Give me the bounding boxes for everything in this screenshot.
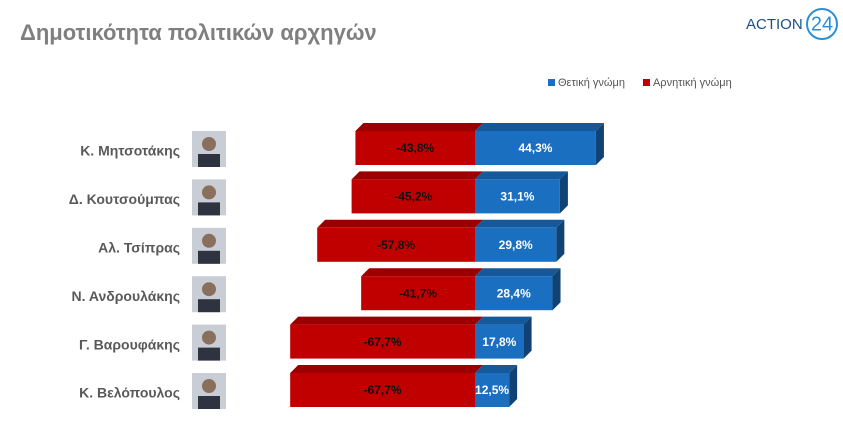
value-label: -67,7% xyxy=(364,335,402,349)
bar xyxy=(475,179,560,214)
photo-head xyxy=(202,185,216,200)
bar xyxy=(475,276,553,311)
bar-side xyxy=(595,123,604,165)
bar-top xyxy=(290,365,483,373)
legend-swatch xyxy=(548,79,555,86)
bar xyxy=(290,373,475,407)
photo-head xyxy=(202,282,216,297)
value-label: 17,8% xyxy=(482,335,516,349)
photo-head xyxy=(202,137,216,151)
logo-text: ACTION xyxy=(746,16,803,33)
bar-top xyxy=(475,316,532,325)
value-label: 29,8% xyxy=(499,238,533,252)
value-label: -45,2% xyxy=(394,190,432,204)
photo-body xyxy=(198,250,220,264)
bar-side xyxy=(552,268,561,311)
value-label: -43,8% xyxy=(396,141,434,155)
legend-swatch xyxy=(642,79,650,86)
category-label: Ν. Ανδρουλάκης xyxy=(72,288,180,304)
bar-side xyxy=(523,316,532,359)
photo-head xyxy=(202,233,216,248)
category-label: Αλ. Τσίπρας xyxy=(98,240,180,256)
category-label: Κ. Μητσοτάκης xyxy=(80,143,180,159)
logo-ring xyxy=(806,8,838,40)
bar-top xyxy=(361,268,483,277)
category-label: Κ. Βελόπουλος xyxy=(79,385,180,401)
value-label: -57,8% xyxy=(377,238,415,252)
photo-body xyxy=(198,396,220,409)
bar-side xyxy=(559,171,568,214)
bar xyxy=(351,179,475,214)
bar xyxy=(475,324,524,359)
value-label: 44,3% xyxy=(518,141,552,155)
value-label: -67,7% xyxy=(364,383,402,397)
category-label: Δ. Κουτσούμπας xyxy=(69,191,180,207)
bar xyxy=(355,131,475,165)
bar xyxy=(361,276,475,311)
bar-top xyxy=(290,316,483,325)
bar-top xyxy=(475,268,561,277)
bar xyxy=(475,227,557,262)
category-label: Γ. Βαρουφάκης xyxy=(79,336,180,352)
bar-top xyxy=(475,365,518,373)
bar-top xyxy=(475,171,568,180)
bar-top xyxy=(355,123,483,131)
photo-head xyxy=(202,379,216,393)
value-label: 31,1% xyxy=(500,190,534,204)
logo-number: 24 xyxy=(811,13,833,35)
bar-side xyxy=(556,219,565,262)
bar-top xyxy=(475,123,604,131)
value-label: 28,4% xyxy=(497,286,531,300)
chart-title: Δημοτικότητα πολιτικών αρχηγών xyxy=(20,20,377,45)
bar xyxy=(475,373,510,407)
photo-head xyxy=(202,330,216,345)
photo-body xyxy=(198,347,220,361)
value-label: -41,7% xyxy=(399,286,437,300)
bar-side xyxy=(509,365,518,407)
bar xyxy=(475,131,596,165)
photo-body xyxy=(198,154,220,167)
photo-body xyxy=(198,299,220,313)
legend-label: Θετική γνώμη xyxy=(558,77,625,89)
photo-body xyxy=(198,202,220,216)
bar-top xyxy=(475,219,565,228)
bar-top xyxy=(317,219,483,228)
value-label: 12,5% xyxy=(475,383,509,397)
bar xyxy=(290,324,475,359)
bar xyxy=(317,227,475,262)
bar-top xyxy=(351,171,483,180)
legend-label: Αρνητική γνώμη xyxy=(653,77,732,89)
